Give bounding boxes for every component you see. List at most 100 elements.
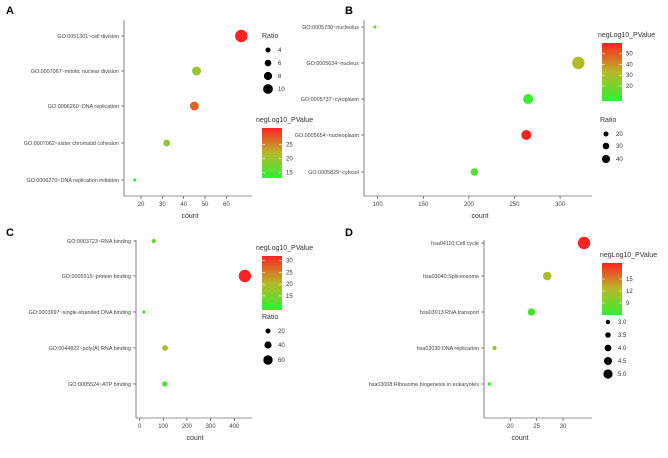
x-tick-label: 100 — [373, 202, 384, 208]
size-legend-label: 6 — [278, 61, 282, 67]
x-tick-label: 20 — [507, 424, 514, 430]
size-legend-key — [603, 369, 613, 379]
x-axis-title: count — [471, 213, 488, 220]
color-legend-title: negLog10_PValue — [256, 245, 313, 252]
panel-b: B GO:0005730~nucleolus GO:0005634~nucleus G… — [295, 5, 655, 220]
color-legend-title: negLog10_PValue — [598, 32, 655, 39]
data-point — [492, 345, 497, 351]
size-legend-title: Ratio — [600, 117, 616, 124]
data-point — [162, 381, 168, 387]
size-legend-label: 4.0 — [618, 346, 627, 352]
color-legend-title: negLog10_PValue — [256, 117, 313, 124]
panel-letter: D — [345, 227, 353, 239]
x-tick-label: 150 — [418, 202, 429, 208]
color-legend-label: 12 — [626, 289, 633, 295]
size-legend-label: 3.5 — [618, 333, 627, 339]
color-legend-label: 20 — [286, 157, 293, 163]
y-tick-label: GO:0005515~protein binding — [62, 274, 131, 280]
data-point — [572, 56, 585, 70]
x-tick-label: 60 — [223, 202, 230, 208]
data-point — [235, 29, 248, 43]
size-legend-key — [604, 344, 612, 352]
y-tick-label: GO:0003723~RNA binding — [67, 239, 131, 245]
color-legend-label: 25 — [286, 270, 293, 276]
y-tick-label: GO:0044822~poly(A) RNA binding — [48, 346, 131, 352]
panel-letter: A — [6, 5, 14, 17]
data-point — [163, 139, 170, 147]
y-tick-label: GO:0007062~sister chromatid cohesion — [24, 141, 119, 147]
size-legend-key — [263, 84, 273, 94]
size-legend-label: 4.5 — [618, 359, 627, 365]
y-tick-label: hsa03040:Spliceosome — [423, 274, 479, 280]
data-point — [373, 25, 377, 29]
data-point — [133, 178, 137, 182]
y-tick-label: hsa03013:RNA transport — [420, 310, 480, 316]
data-point — [238, 269, 252, 283]
x-axis-title: count — [186, 435, 203, 442]
y-tick-label: GO:0051301~cell division — [57, 34, 119, 40]
data-point — [542, 271, 552, 281]
color-legend-title: negLog10_PValue — [600, 252, 657, 259]
data-point — [162, 345, 169, 351]
data-point — [470, 168, 479, 176]
color-legend-label: 15 — [286, 294, 293, 300]
size-legend-key — [263, 71, 273, 81]
x-tick-label: 200 — [464, 202, 475, 208]
x-tick-label: 20 — [138, 202, 145, 208]
size-legend-label: 4 — [278, 48, 282, 54]
size-legend-key — [265, 328, 271, 334]
size-legend-label: 20 — [278, 329, 285, 335]
y-tick-label: GO:0005524~ATP binding — [68, 382, 131, 388]
color-legend-label: 50 — [626, 52, 633, 58]
y-tick-label: GO:0006260~DNA replication — [48, 104, 119, 110]
size-legend-label: 8 — [278, 74, 282, 80]
y-tick-label: GO:0005654~nucleoplasm — [295, 133, 360, 139]
size-legend-key — [605, 332, 611, 338]
size-legend-label: 40 — [616, 157, 623, 163]
color-legend-label: 15 — [286, 170, 293, 176]
data-point — [527, 308, 536, 316]
y-tick-label: GO:0005829~cytosol — [308, 170, 359, 176]
x-tick-label: 300 — [555, 202, 566, 208]
size-legend-key — [265, 47, 271, 53]
y-tick-label: GO:0005634~nucleus — [306, 61, 359, 67]
data-point — [487, 382, 491, 386]
data-point — [577, 236, 591, 250]
x-tick-label: 200 — [182, 424, 193, 430]
x-tick-label: 400 — [229, 424, 240, 430]
y-tick-label: GO:0005737~cytoplasm — [301, 97, 360, 103]
color-legend-label: 40 — [626, 62, 633, 68]
size-legend-key — [264, 59, 272, 67]
data-point — [189, 101, 199, 111]
y-tick-label: GO:0006270~DNA replication initiation — [27, 178, 119, 184]
color-legend-label: 20 — [626, 84, 633, 90]
data-point — [151, 238, 156, 244]
size-legend-key — [602, 142, 610, 150]
y-tick-label: GO:0003697~single-stranded DNA binding — [29, 310, 131, 316]
color-legend-bar — [602, 43, 622, 101]
x-tick-label: 300 — [206, 424, 217, 430]
size-legend-label: 5.0 — [618, 372, 627, 378]
color-legend-bar — [262, 128, 282, 178]
size-legend-label: 30 — [616, 144, 623, 150]
x-tick-label: 30 — [560, 424, 567, 430]
data-point — [521, 130, 532, 140]
panel-c: C GO:0003723~RNA binding GO:0005515~protei… — [6, 227, 313, 442]
color-legend-bar — [262, 256, 282, 310]
size-legend-key — [604, 357, 612, 365]
y-tick-label: hsa04110:Cell cycle — [431, 241, 479, 247]
size-legend-title: Ratio — [262, 33, 278, 40]
size-legend-label: 10 — [278, 87, 285, 93]
size-legend-label: 20 — [616, 132, 623, 138]
y-tick-label: GO:0005730~nucleolus — [302, 25, 359, 31]
x-tick-label: 50 — [202, 202, 209, 208]
y-tick-label: hsa03008:Ribosome biogenesis in eukaryot… — [369, 382, 480, 388]
panel-letter: B — [345, 5, 353, 17]
data-point — [142, 310, 146, 314]
color-legend-bar — [602, 263, 622, 315]
size-legend-key — [601, 154, 611, 164]
color-legend-label: 25 — [286, 143, 293, 149]
color-legend-label: 9 — [626, 301, 630, 307]
